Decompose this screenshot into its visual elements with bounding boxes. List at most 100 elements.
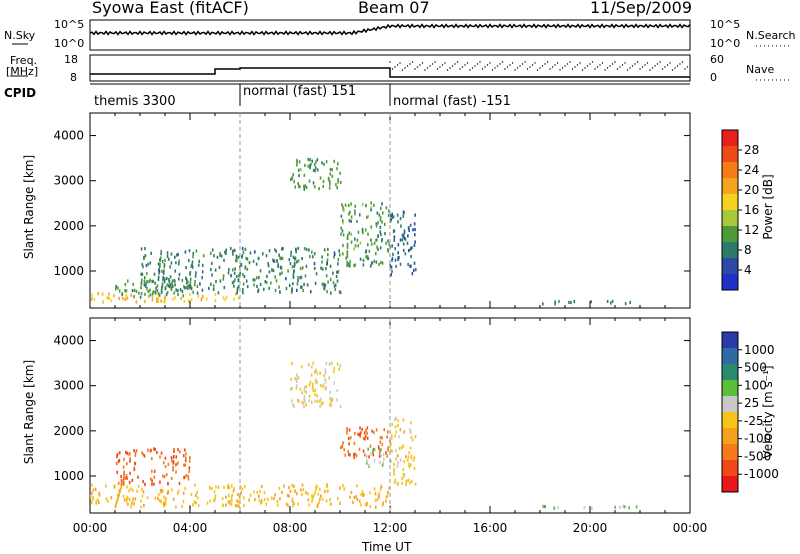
power-cell	[279, 256, 281, 260]
velocity-cell	[305, 384, 308, 389]
power-cell	[174, 255, 176, 259]
power-cell	[115, 287, 117, 291]
velocity-cell	[159, 455, 161, 459]
velocity-cell	[360, 503, 362, 507]
velocity-cell	[397, 481, 399, 486]
power-cell	[169, 283, 172, 287]
power-cell	[329, 180, 331, 184]
nave-dot	[529, 66, 531, 68]
velocity-cell	[309, 380, 312, 384]
power-cell	[189, 280, 192, 284]
velocity-cell	[273, 496, 275, 501]
velocity-cell	[369, 491, 371, 495]
power-cell	[298, 160, 301, 164]
power-cell	[192, 290, 194, 294]
power-cell	[366, 255, 369, 259]
velocity-cell	[373, 430, 375, 435]
power-cell	[241, 254, 244, 258]
power-cell	[398, 256, 400, 260]
power-cell	[397, 257, 399, 262]
velocity-cell	[322, 383, 325, 387]
power-cell	[214, 292, 217, 297]
power-cell	[189, 284, 192, 289]
power-cell	[348, 219, 351, 223]
power-cell	[126, 279, 129, 283]
power-cell	[337, 178, 339, 182]
power-cell	[278, 290, 281, 294]
nave-dot	[424, 69, 426, 71]
power-cell	[173, 291, 176, 295]
velocity-cell	[348, 428, 351, 432]
power-cell	[378, 262, 380, 267]
power-cell	[158, 269, 161, 273]
velocity-cell	[350, 490, 353, 495]
power-cell	[155, 297, 158, 301]
power-cell	[290, 290, 293, 294]
velocity-cell	[356, 484, 358, 488]
velocity-colorbar-color-0	[722, 332, 738, 348]
power-cell	[258, 275, 260, 280]
power-cell	[265, 254, 268, 258]
nave-dot	[461, 66, 464, 68]
power-cell	[237, 255, 240, 259]
velocity-cell	[310, 494, 313, 498]
power-cell	[412, 268, 415, 273]
velocity-cell	[213, 498, 216, 502]
velocity-cell	[315, 378, 317, 382]
velocity-colorbar-color-7	[722, 444, 738, 460]
power-ylabel: Slant Range [km]	[22, 154, 36, 260]
power-cell	[397, 243, 400, 247]
power-cell	[274, 288, 277, 293]
velocity-cell	[117, 494, 120, 498]
power-cell	[368, 249, 371, 253]
power-cell	[333, 251, 336, 255]
velocity-cell	[583, 506, 586, 510]
nave-dot	[606, 67, 609, 69]
velocity-cell	[230, 502, 233, 506]
power-cell	[165, 293, 168, 297]
velocity-cell	[134, 462, 137, 466]
power-cell	[253, 283, 255, 287]
power-cell	[364, 228, 367, 232]
nave-dot	[531, 64, 534, 66]
power-cell	[279, 272, 281, 276]
power-cell	[236, 286, 239, 291]
power-cell	[241, 291, 244, 295]
nave-dot	[509, 64, 511, 66]
power-cell	[413, 233, 416, 237]
velocity-cell	[349, 436, 352, 440]
power-cell	[304, 184, 307, 188]
velocity-cell	[291, 386, 294, 391]
nave-dot	[534, 62, 536, 64]
power-cell	[186, 286, 189, 290]
power-cell	[170, 261, 173, 265]
power-cell	[381, 238, 383, 242]
power-cell	[169, 265, 171, 269]
power-cell	[140, 272, 143, 276]
velocity-cell	[329, 397, 331, 401]
power-cell	[165, 276, 168, 281]
power-cell	[237, 285, 240, 289]
nave-dot	[584, 67, 586, 69]
nave-dot	[401, 69, 404, 71]
velocity-cell	[228, 486, 230, 490]
nave-dot	[399, 62, 401, 64]
nave-dot	[566, 63, 569, 65]
velocity-cell	[142, 479, 144, 484]
velocity-cell	[393, 472, 395, 476]
power-cell	[289, 262, 292, 266]
power-cell	[293, 180, 295, 184]
velocity-cell	[173, 448, 175, 452]
power-cell	[242, 288, 244, 292]
power-cell	[315, 272, 318, 276]
velocity-cell	[116, 497, 119, 501]
power-cell	[376, 211, 379, 215]
power-cell	[151, 298, 154, 302]
velocity-cell	[402, 444, 405, 448]
velocity-cell	[353, 452, 355, 457]
power-cell	[219, 252, 221, 256]
power-cell	[402, 214, 405, 218]
power-cell	[379, 215, 382, 219]
velocity-cell	[307, 498, 310, 502]
nave-dot	[481, 68, 484, 70]
